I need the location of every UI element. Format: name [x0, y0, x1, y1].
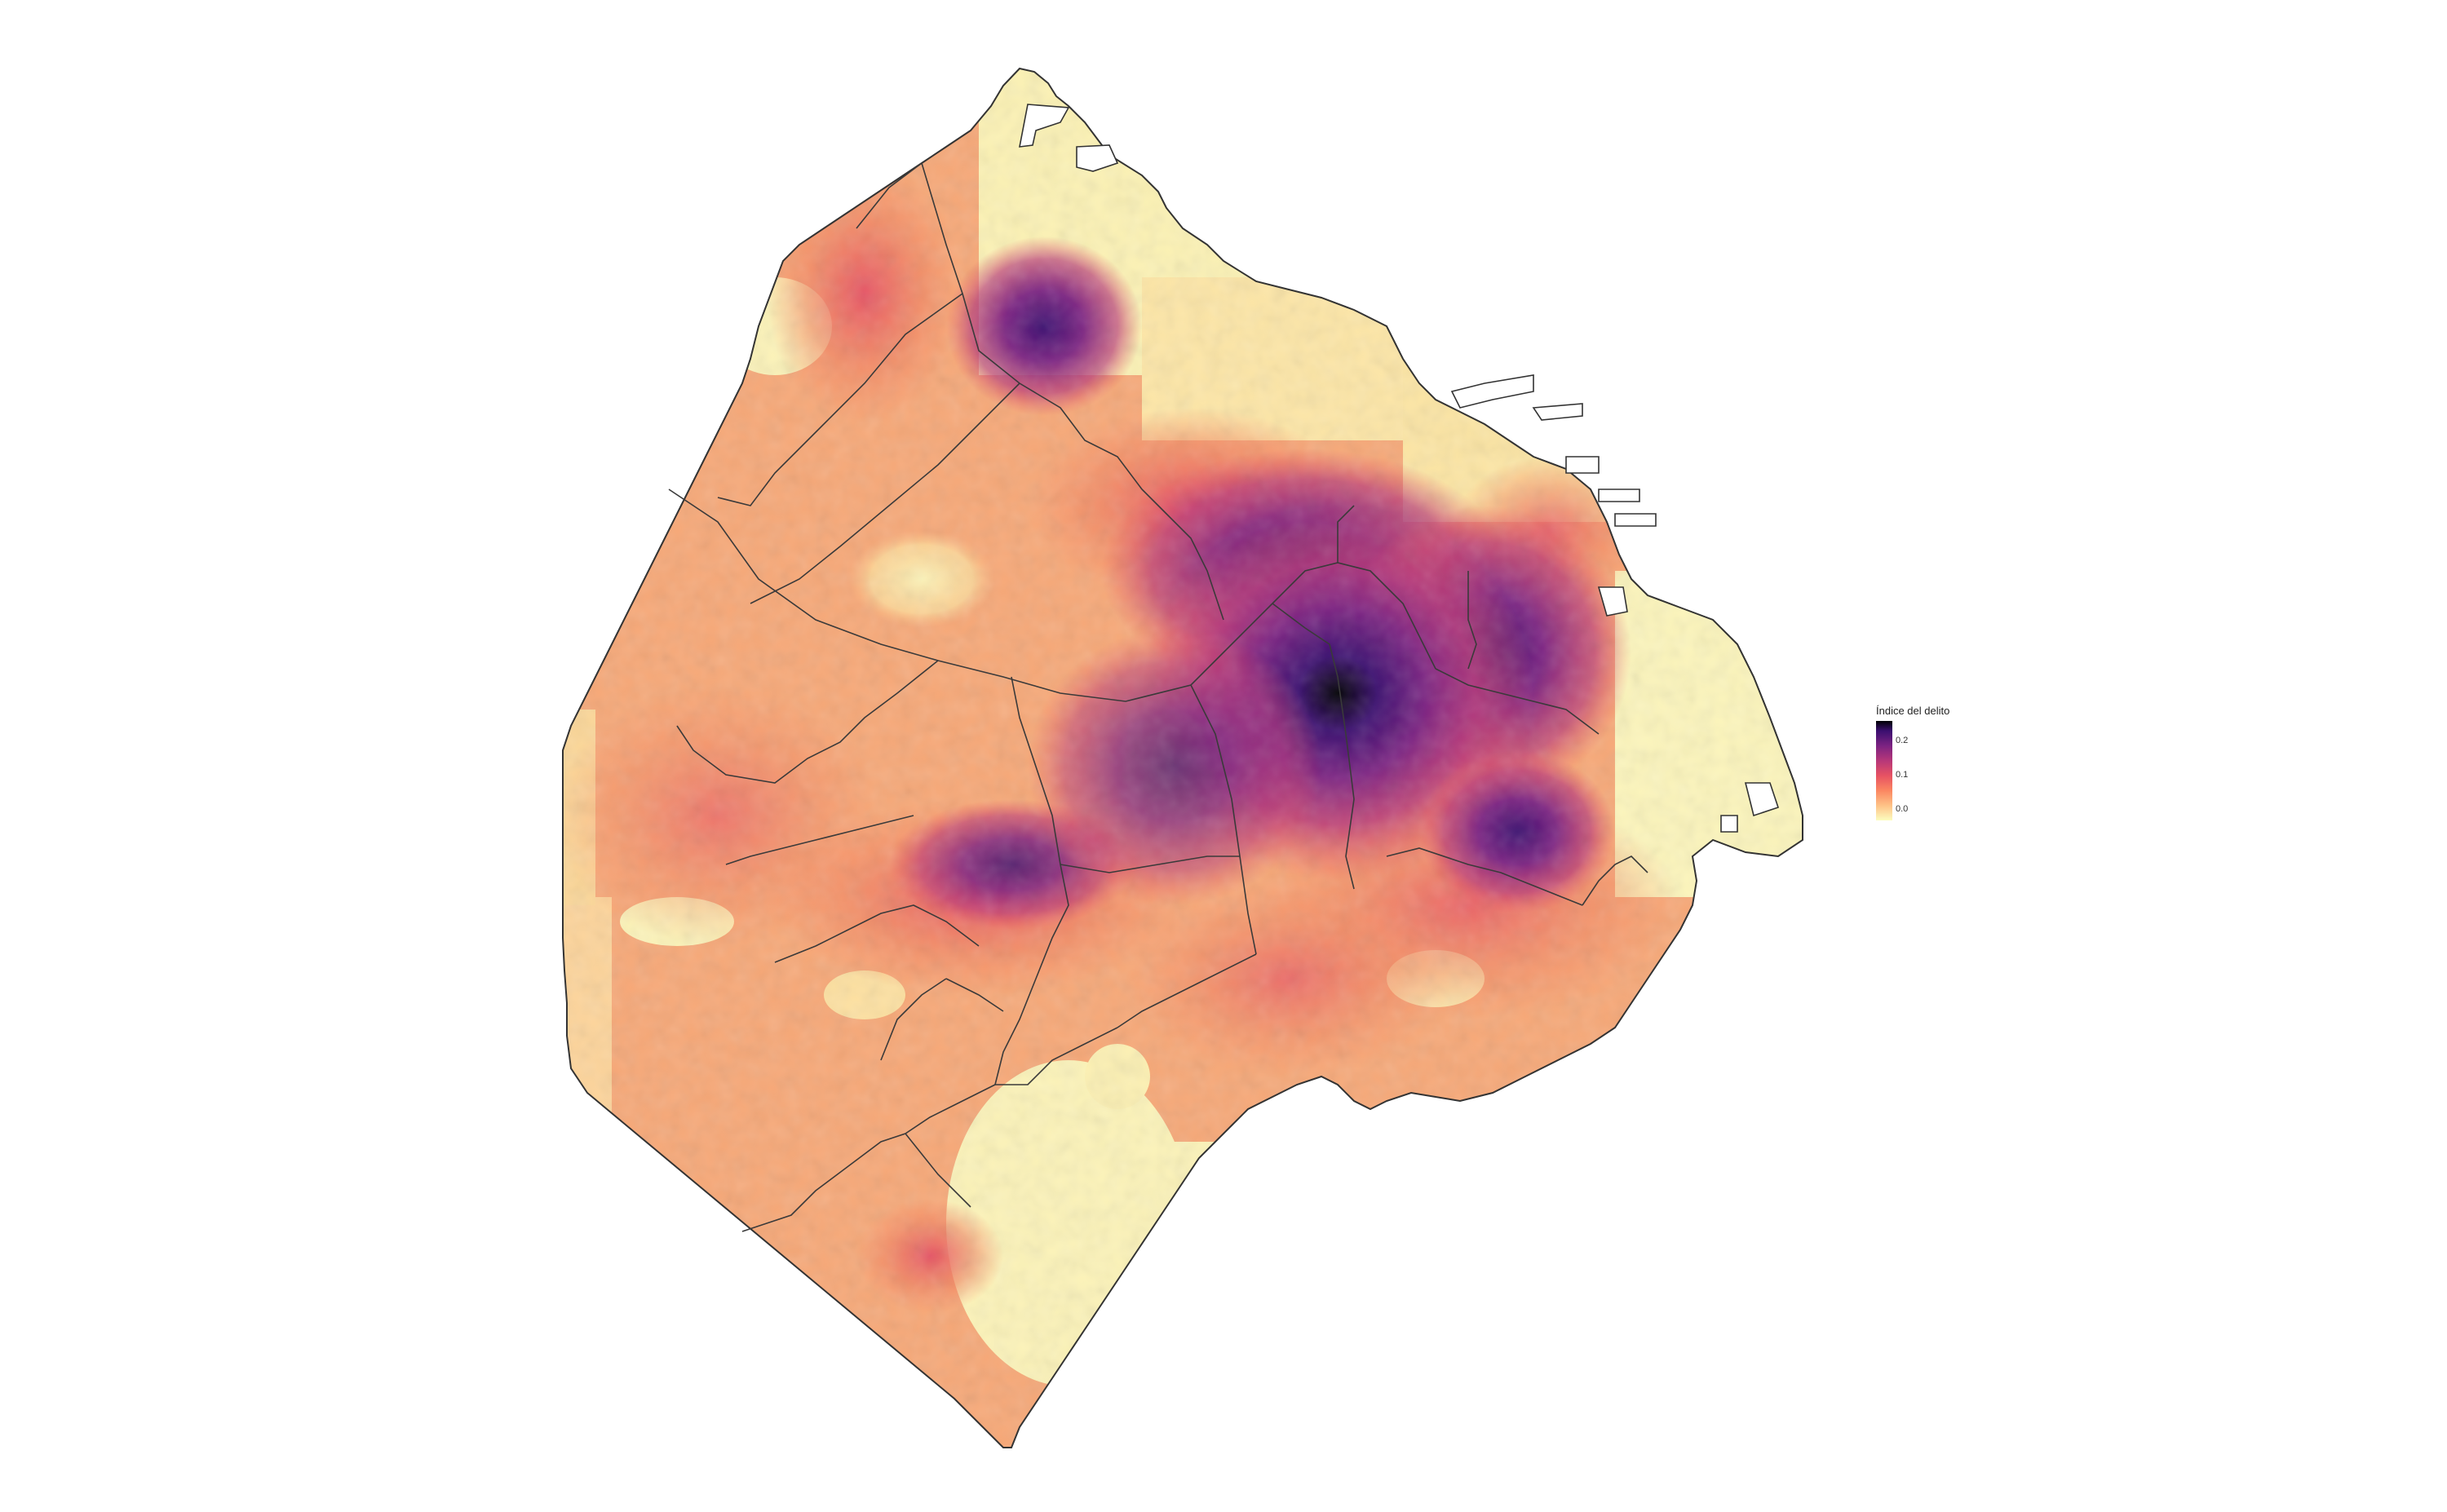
- choropleth-surface: [563, 69, 1803, 1448]
- legend-tick-0-2: 0.2: [1896, 736, 1909, 745]
- legend-tick-0-0: 0.0: [1896, 804, 1909, 814]
- commune-boundaries: [668, 162, 1648, 1232]
- coastline-details: [1019, 104, 1780, 833]
- legend-title: Índice del delito: [1876, 705, 1950, 717]
- color-legend: Índice del delito 0.2 0.1 0.0: [1876, 705, 2007, 827]
- legend-tick-0-1: 0.1: [1896, 770, 1909, 780]
- legend-colorbar: [1876, 721, 1892, 820]
